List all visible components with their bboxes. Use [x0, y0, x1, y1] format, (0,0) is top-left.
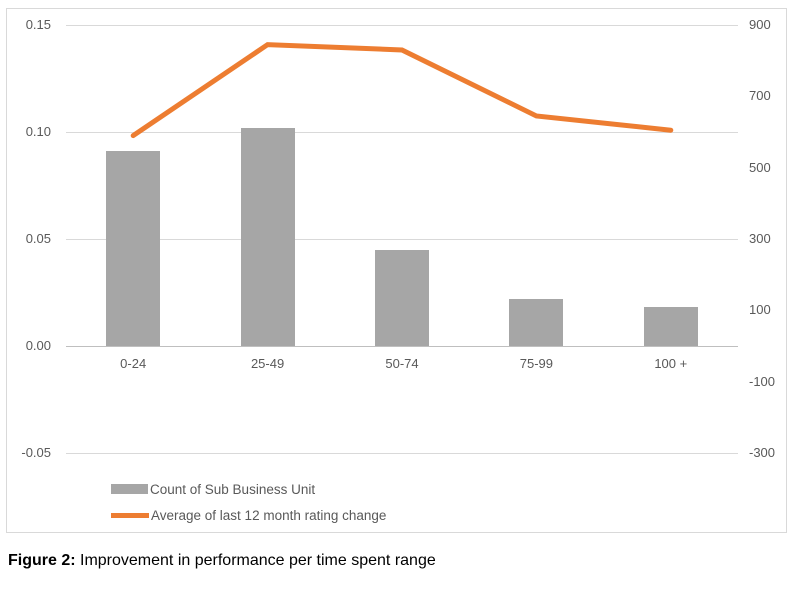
right-axis-tick-label: 900	[749, 17, 771, 32]
bar-100+	[643, 307, 698, 346]
legend-label-bar-series: Count of Sub Business Unit	[150, 481, 316, 497]
left-axis-tick-label: -0.05	[21, 445, 51, 460]
bar-50-74	[375, 249, 429, 346]
line-series-swatch-icon	[111, 512, 149, 518]
figure-caption: Figure 2: Improvement in performance per…	[8, 551, 436, 571]
legend-label-line-series: Average of last 12 month rating change	[151, 507, 387, 523]
legend-item-bar-series: Count of Sub Business Unit	[111, 481, 386, 497]
bar-0-24	[106, 151, 161, 346]
figure-caption-label: Figure 2:	[8, 552, 76, 569]
right-axis-tick-label: -100	[749, 373, 776, 389]
right-axis-tick-label: 500	[749, 159, 771, 175]
left-axis-tick-label: 0.10	[25, 124, 51, 139]
right-axis-tick-label: -300	[749, 445, 776, 460]
right-axis-tick-label: 300	[749, 231, 771, 246]
gridline	[66, 24, 738, 26]
gridline	[66, 131, 738, 133]
left-axis-tick-label: 0.15	[25, 17, 51, 32]
left-axis-tick-label: 0.05	[25, 231, 51, 246]
gridline	[66, 452, 738, 454]
x-axis-line	[66, 345, 738, 347]
chart-area: 0.15 0.10 0.05 0.00 -0.05 900 700 500 300 100 -100…	[6, 8, 787, 533]
x-axis-category-label: 75-99	[519, 356, 553, 371]
bar-75-99	[509, 298, 564, 346]
rating-change-line	[130, 42, 674, 139]
right-axis-tick-label: 700	[749, 88, 771, 104]
bar-25-49	[240, 127, 295, 346]
gridline	[66, 238, 738, 240]
legend-item-line-series: Average of last 12 month rating change	[111, 507, 386, 523]
bar-series-swatch-icon	[111, 484, 148, 494]
x-axis-category-label: 100 +	[654, 356, 688, 371]
right-axis-tick-label: 100	[749, 302, 771, 318]
left-axis-tick-label: 0.00	[25, 338, 51, 353]
rating-change-line-layer	[130, 42, 674, 139]
chart-legend: Count of Sub Business Unit Average of la…	[111, 481, 386, 523]
x-axis-category-label: 0-24	[120, 356, 147, 371]
figure-caption-text: Improvement in performance per time spen…	[75, 552, 436, 569]
x-axis-category-label: 50-74	[385, 356, 419, 371]
x-axis-category-label: 25-49	[250, 356, 285, 371]
